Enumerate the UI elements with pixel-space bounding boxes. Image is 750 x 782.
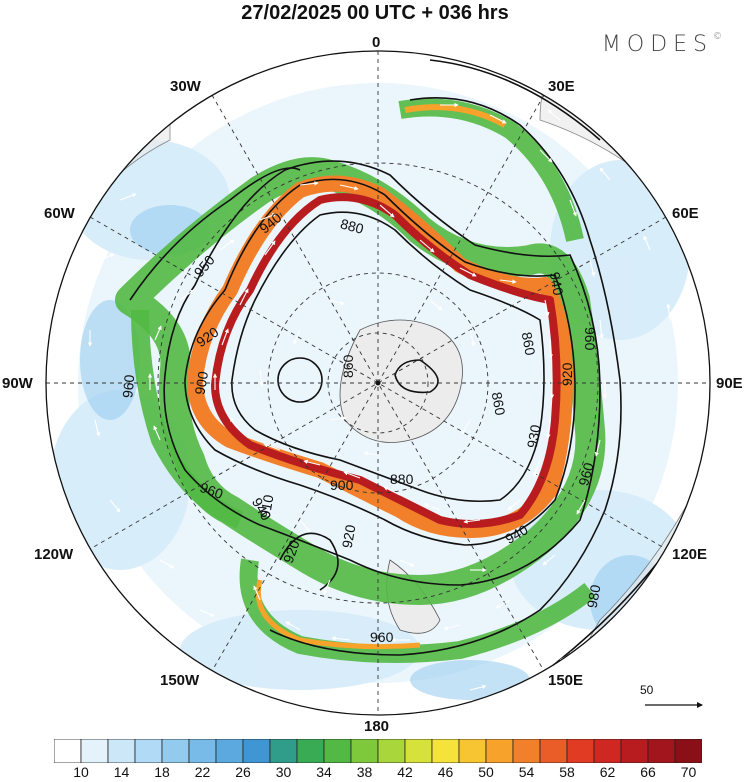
map-boundary [45,50,711,716]
modes-logo: MODES© [601,32,722,57]
colorbar-swatch [215,739,244,763]
map-disc [46,51,710,715]
lon-label-150e: 150E [548,672,584,689]
svg-text:900: 900 [191,370,211,396]
svg-text:860: 860 [519,331,539,357]
colorbar-tick-label: 58 [559,764,575,780]
jet-core-red [211,193,561,528]
colorbar-swatch [54,739,82,763]
colorbar-tick-label: 46 [437,764,454,780]
colorbar-swatch [80,739,109,763]
map-title: 27/02/2025 00 UTC + 036 hrs [241,2,509,24]
lon-label-30w: 30W [170,78,201,95]
lon-label-120w: 120W [34,546,74,563]
svg-text:960: 960 [582,327,598,351]
polar-stereographic-map: 880 880 900 900 920 920 920 920 940 940 … [45,50,711,716]
svg-text:960: 960 [575,461,597,488]
lon-label-90e: 90E [716,375,743,392]
svg-text:930: 930 [524,423,544,449]
colorbar-tick-label: 18 [154,764,170,780]
colorbar-swatch [620,739,649,763]
contour-labels: 880 880 900 900 920 920 920 920 940 940 … [119,209,603,645]
colorbar-tick-label: 66 [640,764,656,780]
svg-text:860: 860 [340,354,356,378]
colorbar-swatch [242,739,271,763]
vector-reference-label: 50 [640,683,654,697]
colorbar-swatch [647,739,676,763]
colorbar-swatch [323,739,352,763]
height-contours [129,59,691,691]
jet-band-orange [187,175,573,538]
svg-text:900: 900 [330,477,354,493]
svg-text:960: 960 [370,629,394,645]
colorbar [54,739,702,763]
pole-marker [375,380,381,386]
colorbar-tick-label: 26 [235,764,251,780]
colorbar-tick-label: 10 [73,764,89,780]
jet-band-south [239,558,596,663]
colorbar-tick-label: 54 [518,764,535,780]
lon-label-60w: 60W [44,205,75,222]
colorbar-swatch [512,739,541,763]
colorbar-swatch [539,739,568,763]
colorbar-swatch [458,739,487,763]
colorbar-swatch [107,739,136,763]
lon-label-180: 180 [364,718,390,735]
svg-text:880: 880 [339,215,366,237]
colorbar-labels: 10 14 18 22 26 30 34 38 42 46 50 54 58 62 66 70 [54,764,702,782]
colorbar-tick-label: 38 [356,764,373,780]
colorbar-swatch [404,739,433,763]
svg-text:920: 920 [280,538,303,566]
lon-label-90w: 90W [2,375,33,392]
colorbar-tick-label: 30 [275,764,292,780]
svg-text:940: 940 [547,271,567,297]
wind-vectors [87,74,683,703]
inner-vortex [277,357,323,403]
colorbar-swatch [377,739,406,763]
colorbar-swatch [674,739,702,763]
svg-text:860: 860 [489,391,509,417]
colorbar-tick-label: 70 [680,764,697,780]
lon-label-0: 0 [372,34,381,51]
svg-text:920: 920 [339,523,359,549]
colorbar-swatch [134,739,163,763]
colorbar-swatch [593,739,622,763]
colorbar-swatch [566,739,595,763]
svg-text:920: 920 [559,362,575,386]
lon-label-60e: 60E [672,205,699,222]
colorbar-tick-label: 50 [478,764,494,780]
svg-text:910: 910 [257,493,277,519]
colorbar-tick-label: 22 [194,764,211,780]
lon-label-120e: 120E [672,546,708,563]
colorbar-swatch [188,739,217,763]
colorbar-swatch [161,739,190,763]
colorbar-swatch [296,739,325,763]
svg-text:960: 960 [198,479,226,502]
colorbar-tick-label: 14 [113,764,130,780]
colorbar-swatch [485,739,514,763]
colorbar-tick-label: 62 [599,764,616,780]
colorbar-swatch [350,739,379,763]
colorbar-swatch [431,739,460,763]
svg-text:980: 980 [584,583,604,609]
graticule [46,51,710,715]
colorbar-tick-label: 42 [397,764,413,780]
jet-band-green [115,157,606,605]
colorbar-tick-label: 34 [316,764,332,780]
svg-text:960: 960 [119,374,137,399]
svg-text:880: 880 [390,471,414,487]
lon-label-150w: 150W [160,672,200,689]
lon-label-30e: 30E [548,78,575,95]
colorbar-swatch [269,739,298,763]
